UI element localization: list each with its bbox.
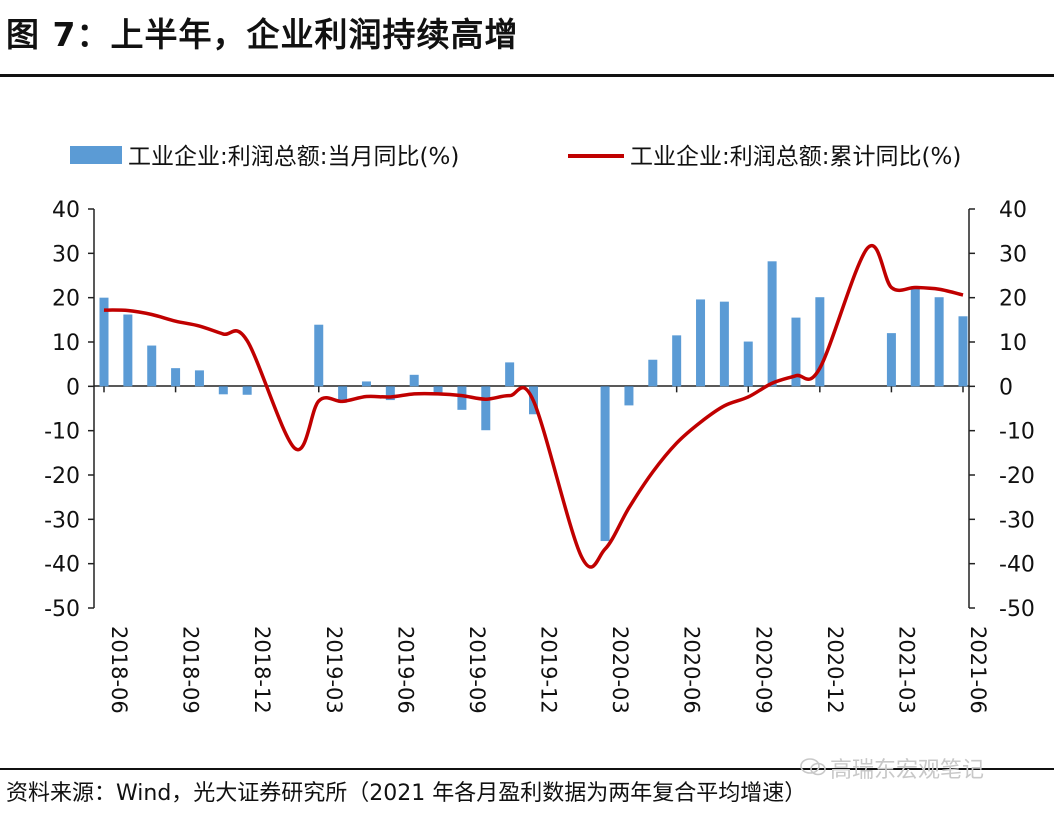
bar-2019-09 [457, 386, 467, 410]
bar-2020-08 [719, 301, 729, 387]
bar-2020-07 [696, 299, 706, 387]
bar-2020-05 [648, 359, 658, 387]
bar-2019-04 [338, 386, 348, 403]
bar-2021-04 [910, 288, 920, 387]
left-y-tick-label: -40 [44, 553, 80, 578]
right-y-tick-label: 40 [999, 198, 1027, 223]
bar-2018-10 [194, 370, 204, 387]
right-y-tick-label: -50 [999, 597, 1035, 622]
bar-2019-11 [505, 362, 515, 387]
bar-2019-06 [385, 386, 395, 401]
x-tick-label: 2019-12 [537, 626, 561, 714]
legend-label-cumulative: 工业企业:利润总额:累计同比(%) [630, 144, 961, 170]
x-tick-label: 2019-09 [465, 626, 489, 714]
left-y-tick-label: 20 [52, 287, 80, 312]
right-y-ticks: 40 30 20 10 0 -10 -20 -30 -40 -50 [969, 198, 1035, 622]
right-y-tick-label: 20 [999, 287, 1027, 312]
left-y-tick-label: -10 [44, 420, 80, 445]
right-y-tick-label: 0 [999, 375, 1013, 400]
bar-2020-04 [624, 386, 634, 406]
left-y-tick-label: 10 [52, 331, 80, 356]
bar-2020-12 [815, 297, 825, 387]
bar-2018-08 [147, 345, 157, 387]
right-y-tick-label: 30 [999, 242, 1027, 267]
watermark-text: 高瑞东宏观笔记 [830, 758, 985, 783]
left-y-tick-label: 30 [52, 242, 80, 267]
legend-label-monthly: 工业企业:利润总额:当月同比(%) [128, 144, 459, 170]
bar-2019-05 [361, 381, 371, 387]
title-rule [0, 74, 1054, 77]
x-tick-label: 2020-12 [823, 626, 847, 714]
bar-2021-06 [958, 316, 968, 387]
x-tick-label: 2018-09 [179, 626, 203, 714]
x-tick-label: 2020-09 [751, 626, 775, 714]
x-tick-label: 2019-03 [322, 626, 346, 714]
left-y-tick-label: 0 [66, 375, 80, 400]
x-axis-labels: 2018-06 2018-09 2018-12 2019-03 2019-06 2019-… [107, 626, 990, 714]
monthly-bars [99, 261, 968, 542]
bar-2019-03 [314, 324, 324, 387]
bar-2020-11 [791, 317, 801, 387]
figure-title: 图 7：上半年，企业利润持续高增 [6, 15, 519, 54]
bar-2018-07 [123, 314, 133, 387]
source-note: 资料来源：Wind，光大证券研究所（2021 年各月盈利数据为两年复合平均增速） [6, 781, 807, 806]
legend-bar-swatch [70, 146, 122, 164]
x-tick-label: 2018-12 [250, 626, 274, 714]
left-y-tick-label: -30 [44, 508, 80, 533]
left-y-tick-label: -20 [44, 464, 80, 489]
cumulative-line-layer [103, 243, 964, 569]
x-tick-label: 2021-03 [894, 626, 918, 714]
left-y-tick-label: 40 [52, 198, 80, 223]
x-tick-label: 2018-06 [107, 626, 131, 714]
x-tick-label: 2020-06 [680, 626, 704, 714]
wechat-icon [800, 757, 826, 783]
source-rule [0, 768, 1054, 770]
bar-2021-03 [886, 333, 896, 387]
right-y-tick-label: 10 [999, 331, 1027, 356]
bar-2021-05 [934, 297, 944, 387]
bar-2018-09 [171, 368, 181, 387]
left-y-tick-label: -50 [44, 597, 80, 622]
bar-2019-10 [481, 386, 491, 431]
watermark: 高瑞东宏观笔记 [800, 752, 984, 784]
bar-2020-06 [672, 335, 682, 387]
right-y-tick-label: -40 [999, 553, 1035, 578]
x-tick-label: 2021-06 [966, 626, 990, 714]
bar-2019-08 [433, 386, 443, 396]
bar-2018-06 [99, 297, 109, 387]
right-y-tick-label: -30 [999, 508, 1035, 533]
bar-2020-09 [743, 341, 753, 387]
right-y-tick-label: -10 [999, 420, 1035, 445]
right-y-tick-label: -20 [999, 464, 1035, 489]
x-tick-label: 2020-03 [608, 626, 632, 714]
x-tick-label: 2019-06 [393, 626, 417, 714]
bar-2020-10 [767, 261, 777, 387]
cumulative-line [103, 243, 964, 569]
left-y-ticks: 40 30 20 10 0 -10 -20 -30 -40 -50 [44, 198, 94, 622]
bar-2019-07 [409, 374, 419, 387]
bar-2018-12 [242, 386, 252, 395]
bar-2018-11 [218, 386, 228, 395]
bar-2020-03 [600, 386, 610, 542]
